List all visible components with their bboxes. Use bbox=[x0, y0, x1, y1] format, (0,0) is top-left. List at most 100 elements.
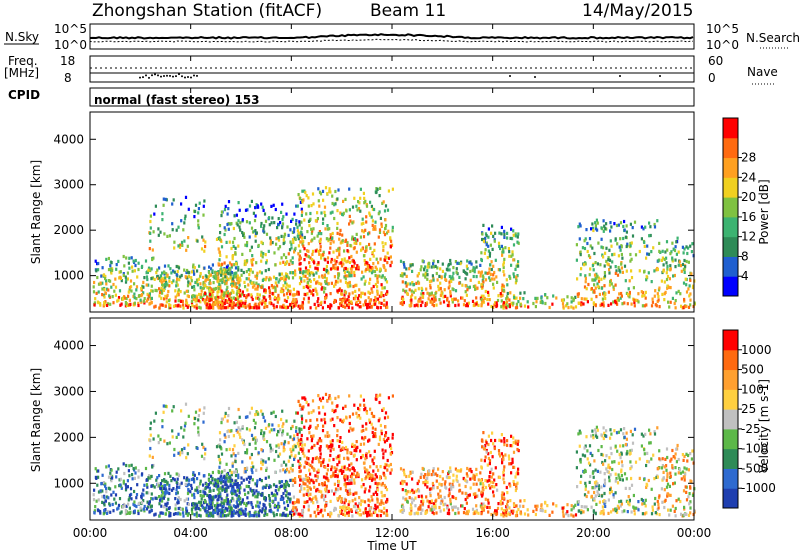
velocity-echo-cell bbox=[351, 475, 353, 478]
velocity-echo-cell bbox=[383, 507, 385, 510]
power-echo-cell bbox=[137, 268, 139, 271]
velocity-echo-cell bbox=[299, 404, 301, 407]
power-echo-cell bbox=[281, 235, 283, 238]
velocity-echo-cell bbox=[442, 470, 444, 473]
power-echo-cell bbox=[625, 279, 627, 282]
power-echo-cell bbox=[204, 279, 206, 282]
power-echo-cell bbox=[609, 259, 611, 262]
power-echo-cell bbox=[650, 250, 652, 253]
velocity-echo-cell bbox=[260, 429, 262, 432]
power-echo-cell bbox=[273, 276, 275, 279]
velocity-echo-cell bbox=[301, 512, 303, 515]
velocity-echo-cell bbox=[320, 490, 322, 493]
power-echo-cell bbox=[306, 249, 308, 252]
power-echo-cell bbox=[628, 287, 630, 290]
velocity-echo-cell bbox=[348, 430, 350, 433]
power-echo-cell bbox=[193, 273, 195, 276]
velocity-echo-cell bbox=[381, 494, 383, 497]
power-echo-cell bbox=[421, 287, 423, 290]
power-echo-cell bbox=[465, 277, 467, 280]
power-echo-cell bbox=[328, 251, 330, 254]
nsky-traces bbox=[90, 34, 693, 42]
velocity-echo-cell bbox=[315, 498, 317, 501]
velocity-echo-cell bbox=[311, 446, 313, 449]
power-echo-cell bbox=[378, 301, 380, 304]
velocity-echo-cell bbox=[363, 404, 365, 407]
power-echo-cell bbox=[600, 226, 602, 229]
power-echo-cell bbox=[515, 234, 517, 237]
power-echo-cell bbox=[194, 305, 196, 308]
power-echo-cell bbox=[269, 236, 271, 239]
power-echo-cell bbox=[375, 274, 377, 277]
velocity-echo-cell bbox=[220, 481, 222, 484]
power-echo-cell bbox=[269, 301, 271, 304]
velocity-echo-cell bbox=[177, 452, 179, 455]
power-echo-cell bbox=[285, 213, 287, 216]
power-echo-cell bbox=[674, 265, 676, 268]
power-echo-cell bbox=[194, 210, 196, 213]
velocity-echo-cell bbox=[387, 459, 389, 462]
power-echo-cell bbox=[209, 304, 211, 307]
power-echo-cell bbox=[641, 237, 643, 240]
velocity-echo-cell bbox=[446, 475, 448, 478]
power-echo-cell bbox=[219, 279, 221, 282]
power-echo-cell bbox=[384, 218, 386, 221]
power-echo-cell bbox=[129, 299, 131, 302]
velocity-echo-cell bbox=[363, 483, 365, 486]
power-echo-cell bbox=[411, 270, 413, 273]
velocity-echo-cell bbox=[269, 497, 271, 500]
velocity-echo-cell bbox=[289, 448, 291, 451]
power-echo-cell bbox=[369, 247, 371, 250]
power-echo-cell bbox=[348, 303, 350, 306]
power-echo-cell bbox=[492, 273, 494, 276]
power-echo-cell bbox=[348, 274, 350, 277]
velocity-echo-cell bbox=[472, 477, 474, 480]
power-echo-cell bbox=[410, 299, 412, 302]
velocity-echo-cell bbox=[226, 430, 228, 433]
power-echo-cell bbox=[159, 291, 161, 294]
power-echo-cell bbox=[154, 289, 156, 292]
velocity-echo-cell bbox=[437, 486, 439, 489]
velocity-echo-cell bbox=[202, 421, 204, 424]
velocity-echo-cell bbox=[384, 494, 386, 497]
power-echo-cell bbox=[221, 263, 223, 266]
velocity-echo-cell bbox=[438, 483, 440, 486]
velocity-echo-cell bbox=[265, 484, 267, 487]
power-echo-cell bbox=[149, 232, 151, 235]
velocity-echo-cell bbox=[125, 464, 127, 467]
power-echo-cell bbox=[447, 304, 449, 307]
velocity-echo-cell bbox=[296, 500, 298, 503]
velocity-echo-cell bbox=[377, 395, 379, 398]
velocity-echo-cell bbox=[193, 422, 195, 425]
velocity-echo-cell bbox=[355, 475, 357, 478]
power-echo-cell bbox=[169, 234, 171, 237]
power-echo-cell bbox=[623, 301, 625, 304]
power-echo-cell bbox=[275, 208, 277, 211]
velocity-echo-cell bbox=[353, 404, 355, 407]
power-echo-cell bbox=[624, 229, 626, 232]
power-echo-cell bbox=[490, 244, 492, 247]
power-echo-cell bbox=[317, 217, 319, 220]
power-echo-cell bbox=[275, 281, 277, 284]
velocity-echo-cell bbox=[185, 507, 187, 510]
power-echo-cell bbox=[197, 283, 199, 286]
power-echo-cell bbox=[264, 302, 266, 305]
power-echo-cell bbox=[259, 301, 261, 304]
power-echo-cell bbox=[517, 235, 519, 238]
power-echo-cell bbox=[432, 262, 434, 265]
velocity-echo-cell bbox=[377, 488, 379, 491]
power-echo-cell bbox=[268, 216, 270, 219]
velocity-echo-cell bbox=[249, 456, 251, 459]
velocity-echo-cell bbox=[425, 495, 427, 498]
power-echo-cell bbox=[292, 261, 294, 264]
power-echo-cell bbox=[523, 291, 525, 294]
velocity-echo-cell bbox=[355, 412, 357, 415]
power-echo-cell bbox=[311, 253, 313, 256]
velocity-echo-cell bbox=[178, 496, 180, 499]
power-echo-cell bbox=[482, 274, 484, 277]
power-echo-cell bbox=[620, 292, 622, 295]
velocity-echo-cell bbox=[224, 440, 226, 443]
power-echo-cell bbox=[112, 301, 114, 304]
velocity-echo-cell bbox=[243, 502, 245, 505]
power-echo-cell bbox=[232, 257, 234, 260]
